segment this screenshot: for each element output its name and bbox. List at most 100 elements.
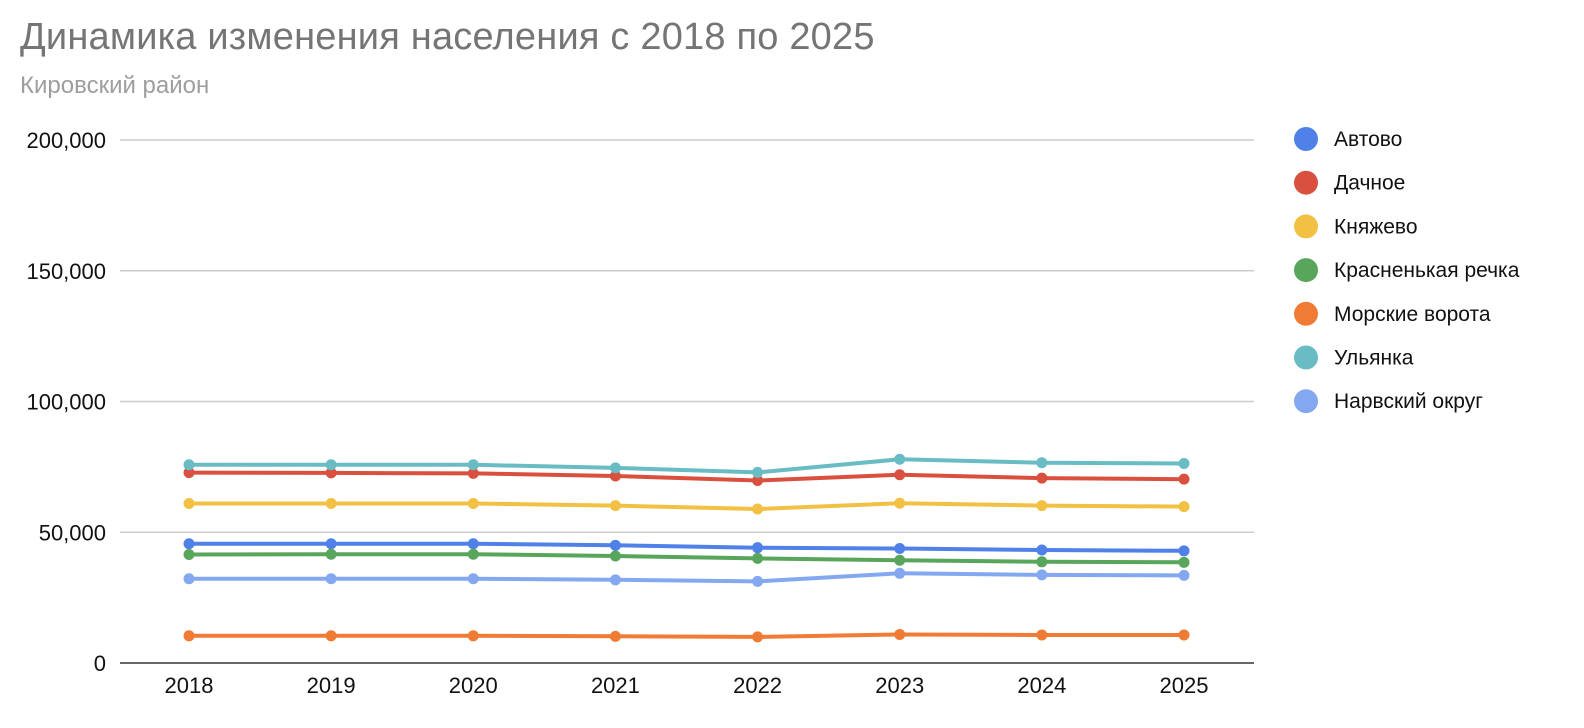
data-point (1178, 501, 1190, 513)
data-point (325, 538, 337, 550)
legend-marker (1294, 258, 1318, 283)
data-point (467, 497, 479, 509)
data-point (325, 497, 337, 509)
data-point (467, 548, 479, 560)
legend-marker (1294, 301, 1318, 326)
data-point (183, 497, 195, 509)
chart-title: Динамика изменения населения с 2018 по 2… (20, 16, 875, 58)
x-tick-label: 2018 (165, 673, 214, 698)
data-point (894, 554, 906, 566)
series-line (187, 571, 1186, 584)
x-axis: 2018 2019 2020 2021 2022 2023 2024 2025 (120, 662, 1254, 698)
data-point (752, 575, 764, 587)
series-line (187, 501, 1186, 511)
legend-marker (1294, 170, 1318, 195)
series-line (187, 552, 1186, 565)
legend-label: Ульянка (1334, 347, 1414, 370)
data-point (894, 567, 906, 579)
series-4 (183, 548, 1190, 568)
series-2 (183, 467, 1190, 486)
legend-marker (1294, 345, 1318, 370)
series-line (187, 457, 1186, 475)
legend-label: Нарвский округ (1334, 390, 1483, 413)
x-tick-label: 2020 (449, 673, 498, 698)
data-point (752, 466, 764, 478)
data-point (894, 453, 906, 465)
series-lines (183, 453, 1190, 643)
data-point (467, 538, 479, 550)
data-point (609, 500, 621, 512)
data-point (467, 459, 479, 471)
data-point (1036, 544, 1048, 556)
data-point (1036, 629, 1048, 641)
legend-marker (1294, 214, 1318, 239)
series-line (187, 541, 1186, 553)
data-point (1178, 569, 1190, 581)
legend-label: Морские ворота (1334, 303, 1491, 326)
y-tick-label: 50,000 (39, 520, 106, 545)
series-6 (183, 453, 1190, 478)
data-point (752, 474, 764, 486)
data-point (325, 573, 337, 585)
legend-item: Морские ворота (1294, 301, 1491, 326)
data-point (1036, 457, 1048, 469)
data-point (325, 630, 337, 642)
series-line (187, 470, 1186, 483)
y-axis: 0 50,000 100,000 150,000 200,000 (26, 128, 106, 676)
data-point (1178, 457, 1190, 469)
legend-label: Княжево (1334, 215, 1418, 238)
series-line (187, 632, 1186, 639)
data-point (183, 630, 195, 642)
data-point (894, 497, 906, 509)
series-5 (183, 628, 1190, 643)
legend-item: Ульянка (1294, 345, 1414, 370)
data-point (894, 628, 906, 640)
legend-item: Красненькая речка (1294, 258, 1520, 283)
data-point (609, 539, 621, 551)
x-tick-label: 2023 (875, 673, 924, 698)
legend-marker (1294, 127, 1318, 151)
series-3 (183, 497, 1190, 515)
legend-marker (1294, 389, 1318, 414)
data-point (609, 550, 621, 562)
legend-label: Красненькая речка (1334, 259, 1520, 282)
legend-item: Автово (1294, 127, 1402, 151)
data-point (467, 573, 479, 585)
data-point (609, 630, 621, 642)
data-point (752, 503, 764, 515)
data-point (325, 467, 337, 479)
data-point (894, 542, 906, 554)
x-tick-label: 2024 (1017, 673, 1066, 698)
data-point (752, 631, 764, 643)
y-tick-label: 0 (94, 651, 106, 676)
data-point (752, 542, 764, 554)
x-tick-label: 2019 (307, 673, 356, 698)
data-point (183, 467, 195, 479)
legend-item: Княжево (1294, 214, 1418, 239)
y-tick-label: 100,000 (26, 390, 106, 415)
data-point (1178, 545, 1190, 557)
series-7 (183, 567, 1190, 587)
data-point (1036, 569, 1048, 581)
data-point (325, 548, 337, 560)
data-point (894, 469, 906, 481)
data-point (1178, 473, 1190, 485)
series-1 (183, 538, 1190, 557)
data-point (609, 574, 621, 586)
data-point (1178, 629, 1190, 641)
y-tick-label: 200,000 (26, 128, 106, 153)
x-tick-label: 2021 (591, 673, 640, 698)
data-point (183, 459, 195, 471)
data-point (467, 630, 479, 642)
data-point (183, 548, 195, 560)
data-point (752, 552, 764, 564)
y-tick-label: 150,000 (26, 259, 106, 284)
data-point (1036, 556, 1048, 568)
data-point (1178, 556, 1190, 568)
data-point (183, 538, 195, 550)
legend-label: Автово (1334, 128, 1402, 151)
data-point (1036, 500, 1048, 512)
legend: Автово Дачное Княжево Красненькая речка Морс… (1294, 127, 1520, 414)
chart-subtitle: Кировский район (20, 72, 210, 99)
